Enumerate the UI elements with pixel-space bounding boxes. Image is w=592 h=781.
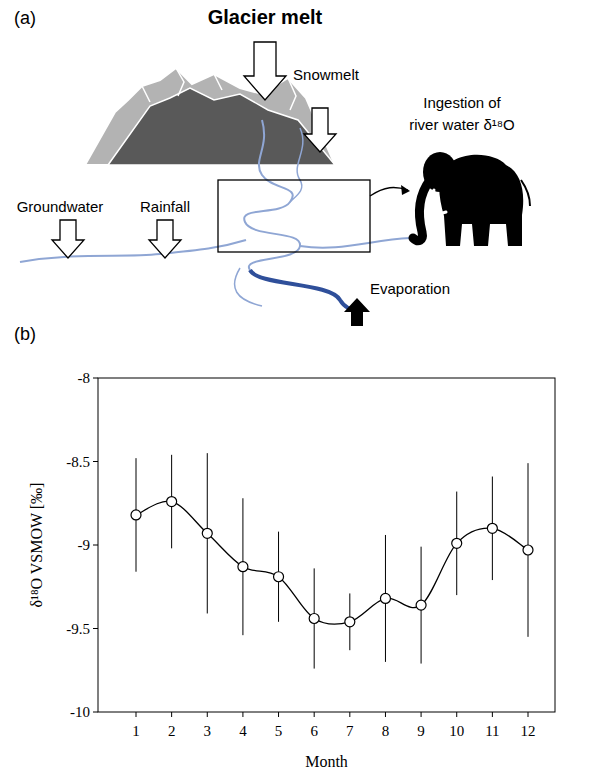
panel-label: (b) [14,324,36,344]
x-tick [528,712,529,717]
evaporation-label: Evaporation [370,280,450,297]
marker [380,593,390,603]
x-tick [136,712,137,717]
snowmelt-label: Snowmelt [293,66,360,83]
marker [167,497,177,507]
y-tick [93,461,98,462]
focus-box [218,180,370,252]
plot-frame [98,378,555,712]
panel-b: (b)-10-9.5-9-8.5-8123456789101112Monthδ¹… [14,324,555,770]
data-group [131,453,533,668]
x-tick [385,712,386,717]
ingestion-label: river water δ¹⁸O [409,116,515,133]
y-tick [93,378,98,379]
river-right [300,238,410,248]
river-lower [250,270,362,312]
marker [274,572,284,582]
y-tick [93,628,98,629]
mammoth-tail [521,180,530,206]
marker [416,600,426,610]
x-tick-label: 5 [275,723,283,739]
rainfall-label: Rainfall [140,198,190,215]
x-tick-label: 7 [346,723,354,739]
marker [238,562,248,572]
y-tick [93,545,98,546]
y-tick [93,712,98,713]
marker [202,528,212,538]
evaporation-arrow [344,298,370,326]
pointer-head [401,185,410,195]
river-branch [235,268,262,306]
x-tick-label: 2 [168,723,176,739]
glacier-melt-label: Glacier melt [208,6,323,28]
marker [523,545,533,555]
x-tick [314,712,315,717]
x-tick-label: 4 [239,723,247,739]
x-tick [492,712,493,717]
series-line [136,501,528,624]
mammoth [413,152,530,246]
marker [131,510,141,520]
y-tick-label: -10 [70,704,90,720]
x-tick-label: 10 [449,723,464,739]
x-tick [421,712,422,717]
x-tick [349,712,350,717]
y-tick-label: -9 [78,537,91,553]
river-upper [244,120,300,270]
x-tick-label: 8 [382,723,390,739]
y-tick-label: -8.5 [66,454,90,470]
x-tick-label: 6 [310,723,318,739]
river-left [20,240,246,262]
canvas: (a) Glacier melt Snowmelt Groundwater Rainfa… [0,0,592,781]
x-tick-label: 12 [521,723,536,739]
x-tick [207,712,208,717]
x-axis-title: Month [305,753,348,770]
glacier-arrow [244,42,286,100]
figure: (a) Glacier melt Snowmelt Groundwater Rainfa… [0,0,592,781]
x-tick-label: 9 [417,723,425,739]
marker [309,613,319,623]
x-tick [278,712,279,717]
marker [452,538,462,548]
y-axis-title: δ¹⁸O VSMOW [‰] [28,483,45,608]
river-stream [290,128,303,202]
marker [345,617,355,627]
snowmelt-arrow [304,108,336,152]
mammoth-trunk [413,180,430,241]
ingestion-label: Ingestion of [423,94,501,111]
x-tick [456,712,457,717]
panel-label: (a) [14,8,36,28]
y-tick-label: -9.5 [66,621,90,637]
groundwater-label: Groundwater [17,198,104,215]
y-tick-label: -8 [78,370,91,386]
x-tick-label: 11 [485,723,499,739]
mammoth-tusk [429,190,446,214]
x-tick-label: 3 [204,723,212,739]
x-tick-label: 1 [132,723,140,739]
rainfall-arrow [149,220,181,258]
groundwater-arrow [52,220,84,258]
x-tick [242,712,243,717]
panel-a: (a) Glacier melt Snowmelt Groundwater Rainfa… [14,6,530,326]
marker [487,523,497,533]
x-tick [171,712,172,717]
